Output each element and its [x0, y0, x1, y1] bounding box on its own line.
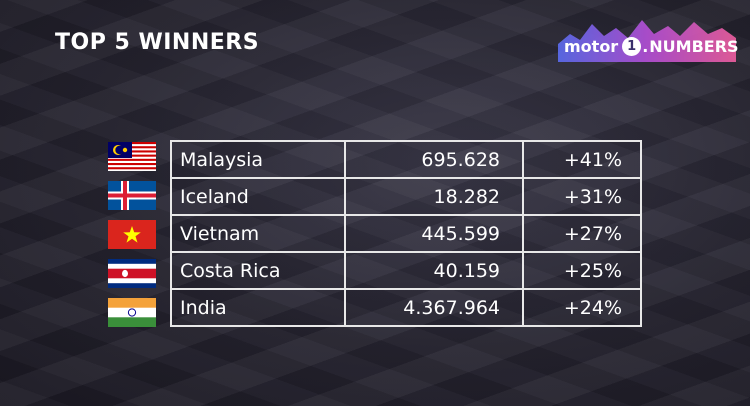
- table-row: Costa Rica 40.159 +25%: [170, 251, 642, 290]
- logo-label: NUMBERS: [649, 37, 739, 56]
- growth-cell: +24%: [522, 288, 642, 327]
- logo-brand: motor: [564, 37, 619, 56]
- growth-cell: +41%: [522, 140, 642, 179]
- flag-malaysia: [108, 142, 156, 171]
- table-row: India 4.367.964 +24%: [170, 288, 642, 327]
- growth-cell: +31%: [522, 177, 642, 216]
- flag-costa-rica: [108, 259, 156, 288]
- sales-cell: 445.599: [344, 214, 524, 253]
- flag-india: [108, 298, 156, 327]
- country-cell: Vietnam: [170, 214, 346, 253]
- sales-cell: 695.628: [344, 140, 524, 179]
- country-cell: Costa Rica: [170, 251, 346, 290]
- table-row: Malaysia 695.628 +41%: [170, 140, 642, 179]
- growth-cell: +27%: [522, 214, 642, 253]
- title: TOP 5 WINNERS: [55, 30, 260, 55]
- logo-dot: .: [642, 37, 649, 56]
- country-cell: Malaysia: [170, 140, 346, 179]
- country-cell: Iceland: [170, 177, 346, 216]
- logo-wave: [558, 20, 736, 62]
- flag-iceland: [108, 181, 156, 210]
- logo-number: 1: [622, 37, 642, 56]
- sales-cell: 4.367.964: [344, 288, 524, 327]
- sales-cell: 18.282: [344, 177, 524, 216]
- winners-table: Malaysia 695.628 +41% Iceland 18.282 +31% Viet…: [170, 140, 642, 327]
- country-cell: India: [170, 288, 346, 327]
- logo-text: motor 1 . NUMBERS: [564, 37, 739, 56]
- table-row: Vietnam 445.599 +27%: [170, 214, 642, 253]
- growth-cell: +25%: [522, 251, 642, 290]
- table-row: Iceland 18.282 +31%: [170, 177, 642, 216]
- flags: [108, 142, 156, 337]
- logo: motor 1 . NUMBERS: [558, 16, 739, 62]
- sales-cell: 40.159: [344, 251, 524, 290]
- flag-vietnam: [108, 220, 156, 249]
